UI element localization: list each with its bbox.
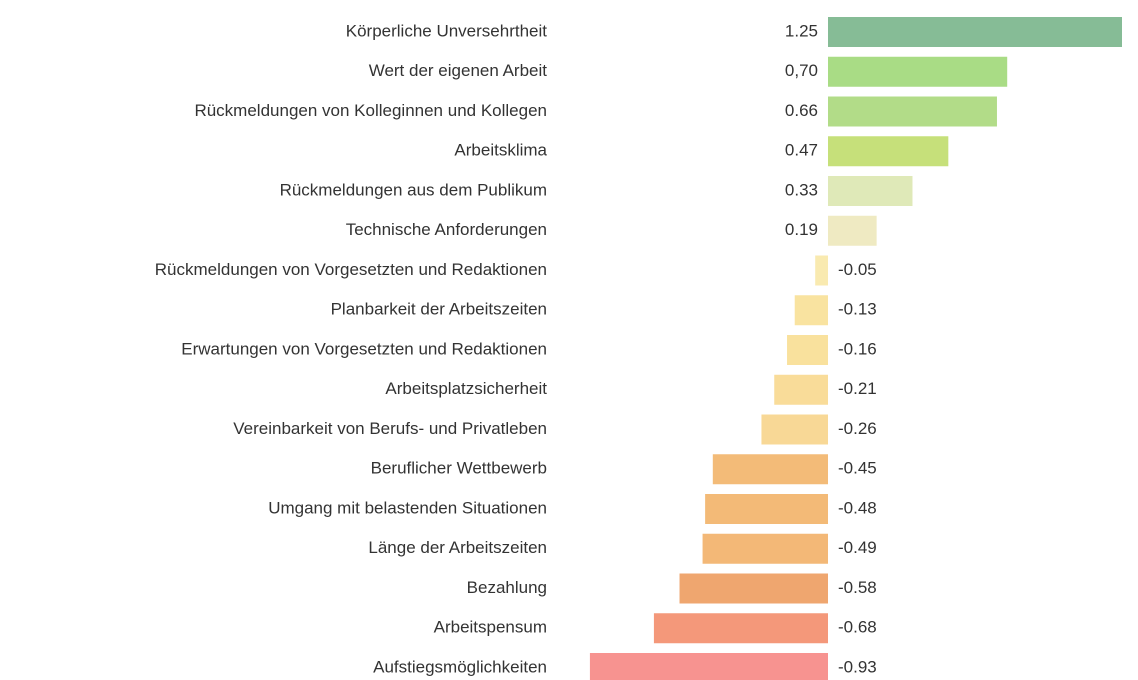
bar [828,136,949,167]
bar [679,573,828,604]
value-label: -0.05 [838,260,877,279]
value-label: 0.66 [785,101,818,120]
category-label: Rückmeldungen aus dem Publikum [280,180,547,199]
category-label: Vereinbarkeit von Berufs- und Privatlebe… [233,419,547,438]
value-label: -0.68 [838,618,877,637]
bars [589,17,1122,680]
category-label: Umgang mit belastenden Situationen [268,498,547,517]
bar [828,56,1008,87]
value-label: -0.45 [838,459,877,478]
value-label: -0.13 [838,300,877,319]
bar [815,255,828,286]
value-label: -0.58 [838,578,877,597]
category-label: Rückmeldungen von Kolleginnen und Kolleg… [194,101,547,120]
category-label: Planbarkeit der Arbeitszeiten [331,300,547,319]
category-label: Technische Anforderungen [346,220,547,239]
category-label: Rückmeldungen von Vorgesetzten und Redak… [155,260,547,279]
category-label: Körperliche Unversehrtheit [346,21,548,40]
bar [653,613,828,644]
value-label: -0.93 [838,657,877,676]
value-label: -0.21 [838,379,877,398]
category-label: Aufstiegsmöglichkeiten [373,657,547,676]
value-label: 0.33 [785,180,818,199]
value-label: -0.48 [838,498,877,517]
bar [705,494,828,524]
bar [702,533,828,564]
value-label: 0,70 [785,61,818,80]
category-label: Wert der eigenen Arbeit [369,61,548,80]
value-label: -0.49 [838,538,877,557]
bar [828,17,1122,47]
value-label: 0.47 [785,141,818,160]
category-label: Bezahlung [467,578,547,597]
value-label: -0.26 [838,419,877,438]
bar [794,295,828,326]
category-label: Arbeitspensum [434,618,547,637]
bar [828,96,997,127]
bar [712,454,828,485]
category-label: Arbeitsklima [454,141,547,160]
bar [787,335,828,365]
bar [828,215,877,246]
category-label: Arbeitsplatzsicherheit [385,379,547,398]
value-label: 0.19 [785,220,818,239]
bar [589,653,828,680]
bar [774,374,828,405]
value-label: -0.16 [838,339,877,358]
value-label: 1.25 [785,21,818,40]
bar [828,176,913,206]
category-label: Länge der Arbeitszeiten [368,538,547,557]
category-label: Beruflicher Wettbewerb [371,459,547,478]
category-label: Erwartungen von Vorgesetzten und Redakti… [181,339,547,358]
bar [761,414,828,445]
